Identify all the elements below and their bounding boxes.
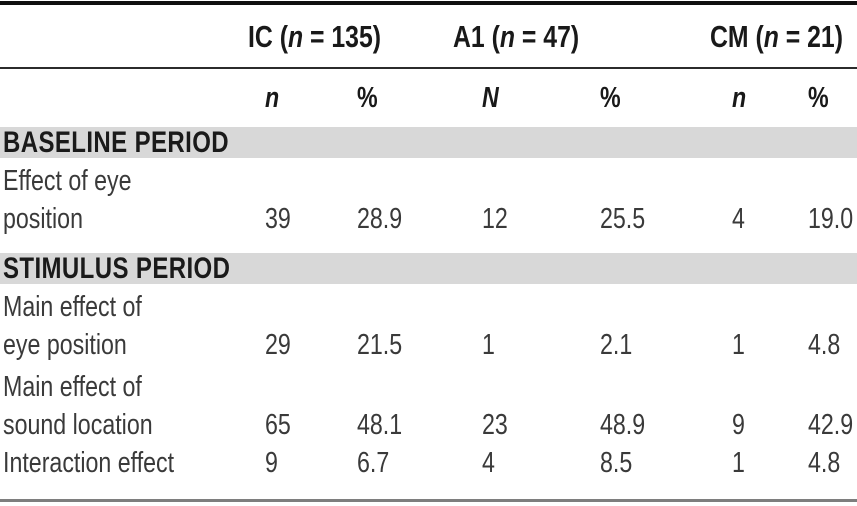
group-a1-n-var: n <box>499 18 516 54</box>
group-header-ic: IC (n = 135) <box>248 18 480 54</box>
row-label: Interaction effect <box>3 447 175 479</box>
cell-ic-pct: 6.7 <box>357 447 390 479</box>
cell-cm-pct: 4.8 <box>808 447 841 479</box>
cell-a1-pct: 48.9 <box>600 409 646 441</box>
row-label: eye position <box>3 329 127 361</box>
section-title: STIMULUS PERIOD <box>3 251 231 285</box>
group-ic-suffix: = 135) <box>303 18 381 54</box>
cell-ic-pct: 28.9 <box>357 203 403 235</box>
cell-ic-n: 39 <box>265 203 291 235</box>
group-cm-n-var: n <box>763 18 779 54</box>
column-header-cm-pct: % <box>808 81 829 114</box>
table-bottom-rule <box>0 499 857 502</box>
cell-cm-pct: 42.9 <box>808 409 854 441</box>
group-a1-prefix: A1 ( <box>453 18 500 54</box>
cell-a1-n: 12 <box>482 203 508 235</box>
group-header-row: IC (n = 135) A1 (n = 47) CM (n = 21) <box>0 5 857 67</box>
cell-cm-pct: 19.0 <box>808 203 854 235</box>
group-ic-n-var: n <box>287 18 304 54</box>
group-header-cm: CM (n = 21) <box>710 18 857 54</box>
row-label: Main effect of <box>3 291 142 323</box>
cell-cm-n: 9 <box>732 409 745 441</box>
spacer <box>0 478 857 499</box>
cell-ic-pct: 48.1 <box>357 409 403 441</box>
column-header-row: n % N % n % <box>0 69 857 127</box>
row-label: position <box>3 203 83 235</box>
cell-cm-n: 1 <box>732 329 745 361</box>
cell-ic-n: 65 <box>265 409 291 441</box>
table-top-rule <box>0 1 857 5</box>
column-header-cm-n: n <box>732 81 747 114</box>
cell-cm-n: 1 <box>732 447 745 479</box>
cell-a1-pct: 8.5 <box>600 447 633 479</box>
cell-a1-n: 23 <box>482 409 508 441</box>
spacer <box>0 234 857 253</box>
table-row: position 39 28.9 12 25.5 4 19.0 <box>0 196 857 234</box>
row-label-line: Effect of eye <box>0 158 857 196</box>
cell-ic-n: 9 <box>265 447 278 479</box>
column-header-a1-pct: % <box>600 81 621 114</box>
group-cm-prefix: CM ( <box>710 18 764 54</box>
cell-a1-n: 4 <box>482 447 495 479</box>
cell-a1-n: 1 <box>482 329 495 361</box>
row-label: Main effect of <box>3 371 142 403</box>
cell-ic-pct: 21.5 <box>357 329 403 361</box>
row-label: Effect of eye <box>3 165 132 197</box>
section-header-stimulus: STIMULUS PERIOD <box>0 253 857 284</box>
row-label: sound location <box>3 409 153 441</box>
cell-a1-pct: 25.5 <box>600 203 646 235</box>
section-header-baseline: BASELINE PERIOD <box>0 127 857 158</box>
cell-cm-pct: 4.8 <box>808 329 841 361</box>
column-header-ic-n: n <box>265 81 280 114</box>
cell-cm-n: 4 <box>732 203 745 235</box>
group-cm-suffix: = 21) <box>778 18 843 54</box>
group-header-a1: A1 (n = 47) <box>453 18 730 54</box>
table-mid-rule <box>0 67 857 69</box>
cell-a1-pct: 2.1 <box>600 329 633 361</box>
table-row: sound location 65 48.1 23 48.9 9 42.9 <box>0 402 857 440</box>
cell-ic-n: 29 <box>265 329 291 361</box>
section-title: BASELINE PERIOD <box>3 125 230 159</box>
group-a1-suffix: = 47) <box>515 18 580 54</box>
column-header-ic-pct: % <box>357 81 378 114</box>
row-label-line: Main effect of <box>0 364 857 402</box>
table-row: Interaction effect 9 6.7 4 8.5 1 4.8 <box>0 440 857 478</box>
table-row: eye position 29 21.5 1 2.1 1 4.8 <box>0 322 857 360</box>
row-label-line: Main effect of <box>0 284 857 322</box>
column-header-a1-n: N <box>482 81 499 114</box>
group-ic-prefix: IC ( <box>248 18 288 54</box>
